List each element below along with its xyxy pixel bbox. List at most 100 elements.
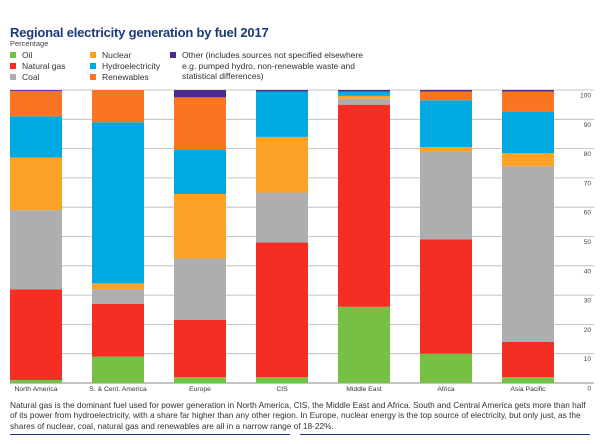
legend-item-hydro: Hydroelectricity (90, 61, 160, 71)
legend-item-oil: Oil (10, 50, 32, 60)
bars (10, 90, 554, 383)
bar-segment-other (174, 90, 226, 98)
bar-segment-other (338, 90, 390, 92)
legend-swatch-nuclear (90, 52, 96, 58)
bar-segment-coal (420, 151, 472, 240)
legend-item-coal: Coal (10, 72, 39, 82)
legend-label-renewables: Renewables (102, 72, 149, 82)
x-label-africa: Africa (437, 386, 455, 393)
legend: Oil Natural gas Coal Nuclear Hydroelectr… (10, 50, 600, 86)
legend-swatch-oil (10, 52, 16, 58)
chart-title: Regional electricity generation by fuel … (10, 25, 269, 40)
bar-segment-oil (10, 380, 62, 383)
legend-item-natural-gas: Natural gas (10, 61, 65, 71)
y-tick-label: 0 (587, 386, 591, 393)
stacked-bar-chart: 0 10 20 30 40 50 60 70 80 90 100 North America S. &… (10, 89, 594, 393)
bar-segment-oil (502, 377, 554, 383)
bar-s-cent-america (92, 90, 144, 383)
bar-segment-oil (420, 353, 472, 383)
bar-segment-coal (10, 210, 62, 290)
bar-segment-hydroelectricity (502, 111, 554, 153)
bar-segment-oil (256, 377, 308, 383)
bar-segment-natural-gas (10, 289, 62, 381)
x-label-north-america: North America (14, 386, 57, 393)
footer-rule (10, 434, 290, 435)
bar-segment-oil (174, 377, 226, 383)
bar-segment-renewables (10, 90, 62, 117)
bar-segment-coal (338, 98, 390, 105)
bar-segment-hydroelectricity (174, 150, 226, 195)
bar-segment-hydroelectricity (10, 116, 62, 158)
bar-segment-natural-gas (502, 341, 554, 378)
bar-segment-renewables (174, 97, 226, 151)
bar-segment-coal (256, 192, 308, 243)
footer-rule-right (300, 434, 590, 435)
legend-swatch-coal (10, 74, 16, 80)
x-label-cis: CIS (276, 386, 288, 393)
bar-middle-east (338, 90, 390, 383)
bar-segment-natural-gas (420, 239, 472, 354)
bar-segment-nuclear (256, 136, 308, 193)
legend-label-coal: Coal (22, 72, 40, 82)
bar-segment-coal (502, 166, 554, 342)
bar-segment-oil (338, 306, 390, 383)
bar-north-america (10, 90, 62, 383)
y-tick-label: 70 (584, 180, 592, 187)
legend-swatch-other (170, 52, 176, 58)
legend-item-other: Other (includes sources not specified el… (170, 50, 363, 82)
legend-label-oil: Oil (22, 50, 33, 60)
bar-segment-hydroelectricity (338, 91, 390, 96)
y-axis-ticks: 0 10 20 30 40 50 60 70 80 90 100 (580, 93, 591, 393)
legend-swatch-renewables (90, 74, 96, 80)
bar-segment-natural-gas (92, 303, 144, 357)
legend-label-hydro: Hydroelectricity (102, 61, 161, 71)
x-label-s-cent-america: S. & Cent. America (89, 386, 147, 393)
footer-note: Natural gas is the dominant fuel used fo… (10, 400, 586, 431)
bar-segment-coal (92, 289, 144, 304)
y-tick-label: 90 (584, 122, 592, 129)
bar-segment-other (10, 90, 62, 91)
bar-segment-natural-gas (256, 242, 308, 378)
x-label-asia-pacific: Asia Pacific (510, 386, 546, 393)
bar-segment-renewables (420, 91, 472, 101)
bar-segment-natural-gas (174, 320, 226, 378)
bar-segment-other (502, 90, 554, 92)
y-tick-label: 50 (584, 239, 592, 246)
bar-segment-coal (174, 258, 226, 321)
legend-item-renewables: Renewables (90, 72, 149, 82)
legend-label-other-1: Other (includes sources not specified el… (182, 50, 363, 60)
bar-segment-nuclear (338, 95, 390, 99)
y-tick-label: 80 (584, 151, 592, 158)
bar-africa (420, 90, 472, 383)
bar-segment-nuclear (92, 283, 144, 290)
y-tick-label: 60 (584, 210, 592, 217)
bar-cis (256, 90, 308, 383)
bar-segment-nuclear (420, 147, 472, 152)
y-tick-label: 20 (584, 327, 592, 334)
bar-europe (174, 90, 226, 383)
legend-label-other-3: statistical differences) (182, 71, 264, 81)
bar-segment-other (420, 90, 472, 92)
y-tick-label: 10 (584, 356, 592, 363)
bar-segment-renewables (502, 91, 554, 112)
y-tick-label: 40 (584, 268, 592, 275)
bar-asia-pacific (502, 90, 554, 383)
bar-segment-nuclear (502, 152, 554, 167)
bar-segment-hydroelectricity (420, 100, 472, 148)
bar-segment-renewables (92, 90, 144, 123)
x-axis-labels: North America S. & Cent. America Europe CIS… (14, 386, 546, 393)
legend-label-other-2: e.g. pumped hydro, non-renewable waste a… (182, 60, 355, 71)
legend-swatch-hydro (90, 63, 96, 69)
x-label-europe: Europe (189, 386, 211, 393)
bar-segment-other (256, 90, 308, 92)
legend-item-nuclear: Nuclear (90, 50, 131, 60)
bar-segment-nuclear (174, 194, 226, 259)
bar-segment-oil (92, 356, 144, 383)
y-tick-label: 30 (584, 298, 592, 305)
chart-subtitle: Percentage (10, 39, 49, 48)
legend-label-nuclear: Nuclear (102, 50, 132, 60)
x-label-middle-east: Middle East (346, 386, 382, 393)
bar-segment-nuclear (10, 157, 62, 211)
legend-swatch-natural-gas (10, 63, 16, 69)
legend-label-natural-gas: Natural gas (22, 61, 66, 71)
